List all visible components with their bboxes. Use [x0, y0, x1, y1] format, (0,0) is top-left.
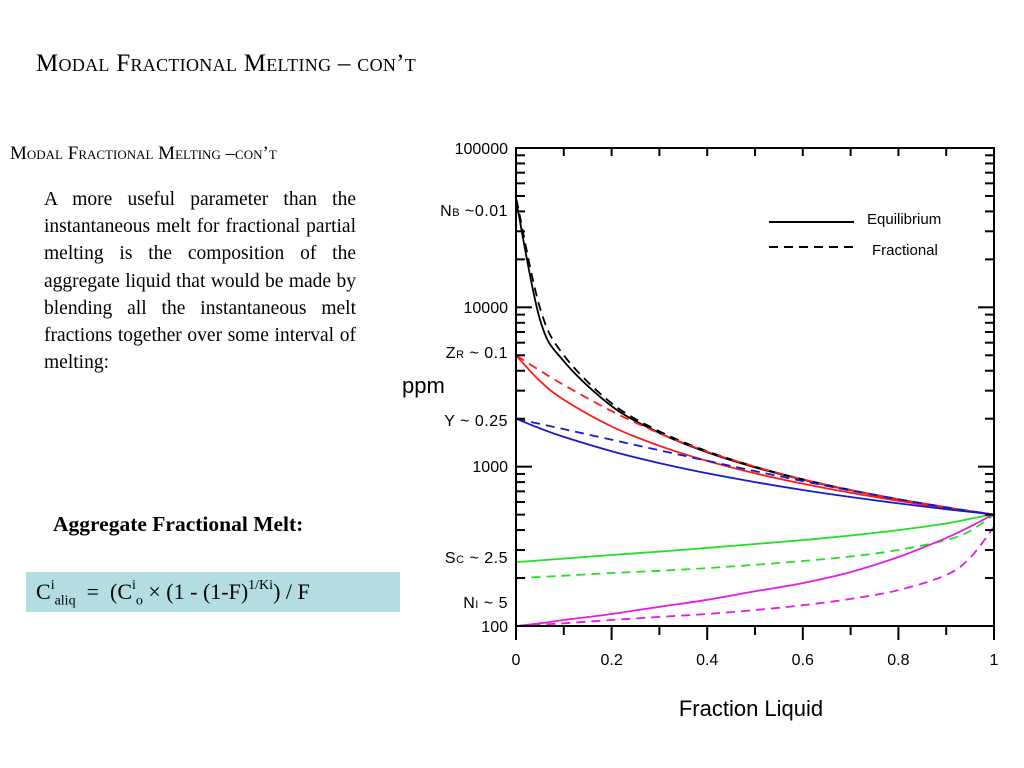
- series-line-sc-equilibrium: [516, 513, 995, 563]
- element-label-nb: Nb ~0.01: [440, 203, 508, 220]
- x-tick-label: 0.2: [600, 652, 622, 669]
- x-tick-label: 0: [512, 652, 521, 669]
- element-label-ni: Ni ~ 5: [463, 595, 508, 612]
- body-paragraph: A more useful parameter than the instant…: [44, 189, 356, 374]
- legend-label-fractional: Fractional: [872, 242, 938, 259]
- slide-subtitle: Modal Fractional Melting –con’t: [10, 143, 277, 164]
- formula-equals: =: [86, 579, 99, 604]
- x-axis-label: Fraction Liquid: [679, 696, 823, 721]
- series-line-sc-fractional: [516, 513, 995, 579]
- element-label-zr: Zr ~ 0.1: [446, 345, 508, 362]
- series-line-ni-fractional: [516, 526, 995, 627]
- y-tick-label: 100: [481, 619, 508, 636]
- element-label-y: Y ~ 0.25: [444, 413, 508, 430]
- series-line-y-equilibrium: [516, 418, 995, 516]
- series-line-y-fractional: [516, 417, 995, 516]
- axis-ticks: [515, 147, 995, 640]
- series-line-ni-equilibrium: [516, 513, 995, 627]
- series-line-zr-equilibrium: [515, 355, 995, 516]
- legend-label-equilibrium: Equilibrium: [867, 211, 941, 228]
- y-tick-label: 1000: [472, 459, 508, 476]
- x-tick-label: 1: [990, 652, 999, 669]
- formula-box: Cialiq = (Cio × (1 - (1-F)1/Ki) / F: [26, 572, 400, 612]
- slide-title: Modal Fractional Melting – con’t: [36, 50, 417, 77]
- legend: Equilibrium Fractional: [769, 211, 941, 259]
- series-line-zr-fractional: [516, 354, 995, 516]
- y-tick-label: 100000: [455, 141, 508, 158]
- formula-lhs: Cialiq: [36, 577, 76, 609]
- x-tick-label: 0.4: [696, 652, 718, 669]
- y-axis-label: ppm: [402, 373, 445, 398]
- formula-rhs: (Cio × (1 - (1-F)1/Ki) / F: [110, 577, 310, 609]
- x-tick-label: 0.6: [792, 652, 814, 669]
- x-tick-label: 0.8: [887, 652, 909, 669]
- aggregate-heading: Aggregate Fractional Melt:: [53, 512, 304, 536]
- element-label-sc: Sc ~ 2.5: [445, 550, 508, 567]
- y-tick-label: 10000: [464, 300, 509, 317]
- plot-lines: [515, 199, 995, 627]
